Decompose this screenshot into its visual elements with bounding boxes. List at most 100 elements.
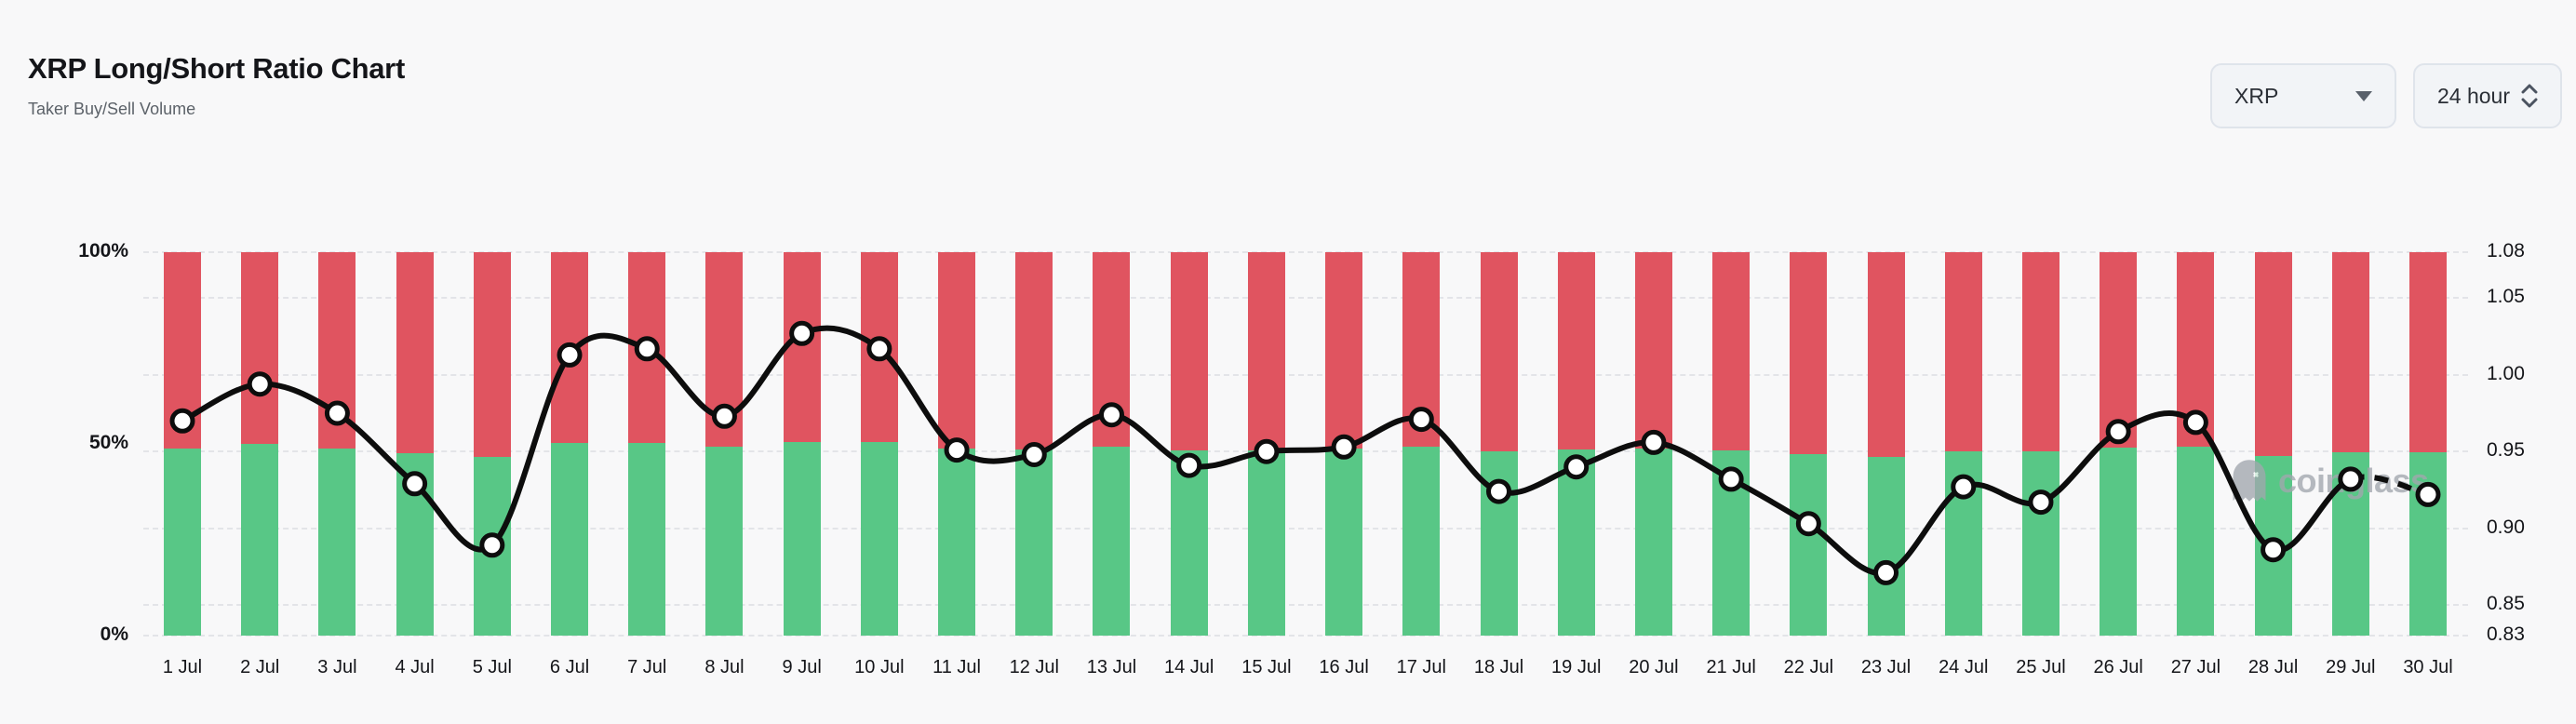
bar-9-jul[interactable] (783, 252, 821, 636)
x-axis-tick: 1 Jul (162, 657, 203, 677)
bar-21-jul[interactable] (1712, 252, 1751, 636)
x-axis-tick: 6 Jul (549, 657, 590, 677)
ratio-point-17-jul[interactable] (1408, 407, 1434, 433)
x-axis-tick: 18 Jul (1473, 657, 1524, 677)
bar-8-jul[interactable] (705, 252, 744, 636)
interval-dropdown[interactable]: 24 hour (2413, 63, 2562, 128)
x-axis-tick: 30 Jul (2403, 657, 2453, 677)
bar-14-jul[interactable] (1170, 252, 1208, 636)
x-axis-tick: 19 Jul (1551, 657, 1602, 677)
gridline (143, 251, 2468, 253)
ratio-point-22-jul[interactable] (1795, 511, 1821, 537)
short-segment (1867, 252, 1905, 457)
x-axis-tick: 29 Jul (2326, 657, 2376, 677)
short-segment (1480, 252, 1518, 451)
ratio-point-24-jul[interactable] (1951, 474, 1977, 500)
right-axis-tick: 0.90 (2487, 516, 2525, 538)
short-segment (2021, 252, 2059, 452)
long-segment (705, 447, 744, 636)
bar-24-jul[interactable] (1944, 252, 1982, 636)
ratio-point-4-jul[interactable] (402, 471, 428, 497)
x-axis-tick: 23 Jul (1860, 657, 1912, 677)
bar-27-jul[interactable] (2177, 252, 2215, 636)
ratio-point-10-jul[interactable] (866, 336, 892, 362)
bar-10-jul[interactable] (860, 252, 898, 636)
ratio-point-7-jul[interactable] (634, 336, 660, 362)
ratio-point-18-jul[interactable] (1486, 478, 1512, 504)
long-segment (164, 448, 201, 636)
x-axis-tick: 4 Jul (395, 657, 435, 677)
x-axis-tick: 12 Jul (1009, 657, 1059, 677)
ratio-point-21-jul[interactable] (1718, 466, 1744, 492)
long-segment (2177, 446, 2215, 636)
symbol-dropdown[interactable]: XRP (2210, 63, 2396, 128)
ratio-point-29-jul[interactable] (2338, 466, 2364, 492)
ratio-point-5-jul[interactable] (479, 532, 505, 558)
long-segment (318, 448, 356, 636)
short-segment (241, 252, 279, 445)
ratio-point-28-jul[interactable] (2261, 537, 2287, 563)
ratio-point-2-jul[interactable] (247, 371, 273, 397)
x-axis-tick: 25 Jul (2016, 657, 2066, 677)
gridline (143, 604, 2468, 607)
long-segment (1402, 446, 1441, 636)
ratio-point-23-jul[interactable] (1873, 559, 1899, 585)
ratio-point-11-jul[interactable] (944, 437, 970, 463)
ratio-point-1-jul[interactable] (169, 408, 195, 434)
bar-29-jul[interactable] (2331, 252, 2369, 636)
bar-2-jul[interactable] (241, 252, 279, 636)
short-segment (2409, 252, 2447, 452)
long-segment (1247, 450, 1285, 636)
ratio-point-12-jul[interactable] (1021, 442, 1047, 467)
bar-13-jul[interactable] (1093, 252, 1131, 636)
ratio-point-8-jul[interactable] (711, 403, 737, 429)
ratio-point-3-jul[interactable] (324, 400, 350, 426)
ratio-point-27-jul[interactable] (2182, 409, 2208, 436)
bar-30-jul[interactable] (2409, 252, 2447, 636)
x-axis-tick: 20 Jul (1629, 657, 1679, 677)
right-axis-tick: 0.83 (2487, 623, 2525, 645)
short-segment (473, 252, 511, 458)
long-segment (1480, 450, 1518, 636)
short-segment (1790, 252, 1828, 454)
ratio-point-19-jul[interactable] (1563, 454, 1590, 480)
bar-1-jul[interactable] (164, 252, 201, 636)
x-axis-tick: 14 Jul (1164, 657, 1214, 677)
bar-18-jul[interactable] (1480, 252, 1518, 636)
ratio-point-25-jul[interactable] (2028, 489, 2054, 516)
ratio-point-13-jul[interactable] (1098, 402, 1124, 428)
x-axis-tick: 26 Jul (2093, 657, 2143, 677)
ratio-point-9-jul[interactable] (789, 320, 815, 346)
right-axis-tick: 0.95 (2487, 439, 2525, 462)
long-segment (1867, 456, 1905, 636)
short-segment (1015, 252, 1053, 450)
long-segment (2100, 447, 2138, 636)
bar-17-jul[interactable] (1402, 252, 1441, 636)
ratio-point-15-jul[interactable] (1254, 438, 1280, 464)
bar-19-jul[interactable] (1557, 252, 1595, 636)
short-segment (1944, 252, 1982, 451)
bar-28-jul[interactable] (2254, 252, 2292, 636)
chart-header: XRP Long/Short Ratio Chart Taker Buy/Sel… (28, 52, 405, 119)
bar-22-jul[interactable] (1790, 252, 1828, 636)
bar-5-jul[interactable] (473, 252, 511, 636)
bar-3-jul[interactable] (318, 252, 356, 636)
x-axis-tick: 7 Jul (627, 657, 667, 677)
x-axis-tick: 27 Jul (2170, 657, 2221, 677)
short-segment (938, 252, 976, 449)
x-axis-tick: 3 Jul (317, 657, 357, 677)
right-axis-tick: 1.00 (2487, 362, 2525, 384)
ratio-point-6-jul[interactable] (557, 342, 583, 368)
ratio-point-30-jul[interactable] (2415, 481, 2441, 507)
bar-4-jul[interactable] (396, 252, 434, 636)
bar-25-jul[interactable] (2021, 252, 2059, 636)
bar-7-jul[interactable] (628, 252, 666, 636)
bar-6-jul[interactable] (551, 252, 589, 636)
ratio-point-16-jul[interactable] (1331, 434, 1357, 460)
ratio-point-14-jul[interactable] (1176, 452, 1202, 478)
ratio-point-26-jul[interactable] (2105, 419, 2131, 445)
page-title: XRP Long/Short Ratio Chart (28, 52, 405, 85)
ratio-point-20-jul[interactable] (1641, 429, 1667, 455)
x-axis-tick: 16 Jul (1319, 657, 1369, 677)
short-segment (2100, 252, 2138, 448)
